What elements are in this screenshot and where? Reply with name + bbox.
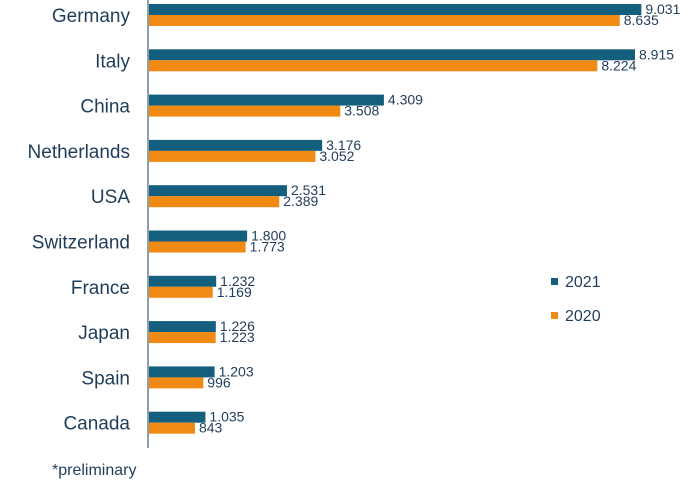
category-label: Netherlands [28, 142, 130, 163]
bar-2021 [149, 139, 323, 151]
bar-2020 [149, 150, 316, 162]
category-label: Canada [63, 414, 130, 435]
legend-swatch-2021 [551, 278, 558, 285]
value-label-2021: 1.203 [219, 363, 254, 379]
category-label: China [80, 97, 130, 118]
value-label-2021: 1.232 [220, 273, 255, 289]
category-label: France [71, 278, 130, 299]
bar-2021 [149, 230, 248, 242]
category-label: Italy [95, 51, 130, 72]
value-label-2021: 1.800 [251, 228, 286, 244]
value-label-2020: 843 [199, 420, 223, 436]
category-label: USA [91, 187, 130, 208]
value-label-2020: 8.635 [624, 12, 659, 28]
bar-2021 [149, 4, 642, 15]
value-label-2021: 2.531 [291, 182, 326, 198]
footnote: *preliminary [52, 462, 137, 479]
value-label-2021: 8.915 [639, 46, 674, 62]
value-label-2020: 1.223 [220, 329, 255, 345]
bar-2020 [149, 286, 213, 298]
bar-2021 [149, 185, 287, 197]
value-label-2020: 2.389 [283, 193, 318, 209]
bar-2021 [149, 49, 636, 61]
bar-2020 [149, 15, 620, 26]
value-label-2021: 3.176 [326, 137, 361, 153]
bar-2021 [149, 411, 206, 423]
bar-2020 [149, 241, 246, 253]
value-label-2021: 1.226 [220, 318, 255, 334]
bar-2020 [149, 196, 280, 208]
bar-2020 [149, 105, 341, 117]
bar-2020 [149, 422, 195, 434]
bar-2021 [149, 94, 384, 106]
bar-2020 [149, 377, 204, 389]
bar-2020 [149, 60, 598, 72]
value-label-2020: 1.169 [217, 284, 252, 300]
value-label-2021: 4.309 [388, 92, 423, 108]
legend-label: 2020 [565, 308, 601, 325]
bar-2021 [149, 366, 215, 378]
bar-2020 [149, 332, 216, 344]
category-label: Japan [78, 323, 130, 344]
category-label: Switzerland [32, 233, 130, 254]
value-label-2020: 996 [207, 374, 231, 390]
value-label-2020: 3.508 [344, 103, 379, 119]
legend-swatch-2020 [551, 312, 558, 319]
bar-2021 [149, 275, 217, 287]
value-label-2020: 8.224 [601, 57, 636, 73]
category-label: Spain [81, 368, 130, 389]
value-label-2020: 3.052 [319, 148, 354, 164]
legend-label: 2021 [565, 274, 601, 291]
category-label: Germany [52, 6, 131, 27]
value-label-2021: 9.031 [645, 1, 680, 17]
value-label-2020: 1.773 [250, 239, 285, 255]
bar-2021 [149, 321, 216, 333]
legend: 2021 2020 [551, 274, 601, 325]
value-label-2021: 1.035 [209, 409, 244, 425]
